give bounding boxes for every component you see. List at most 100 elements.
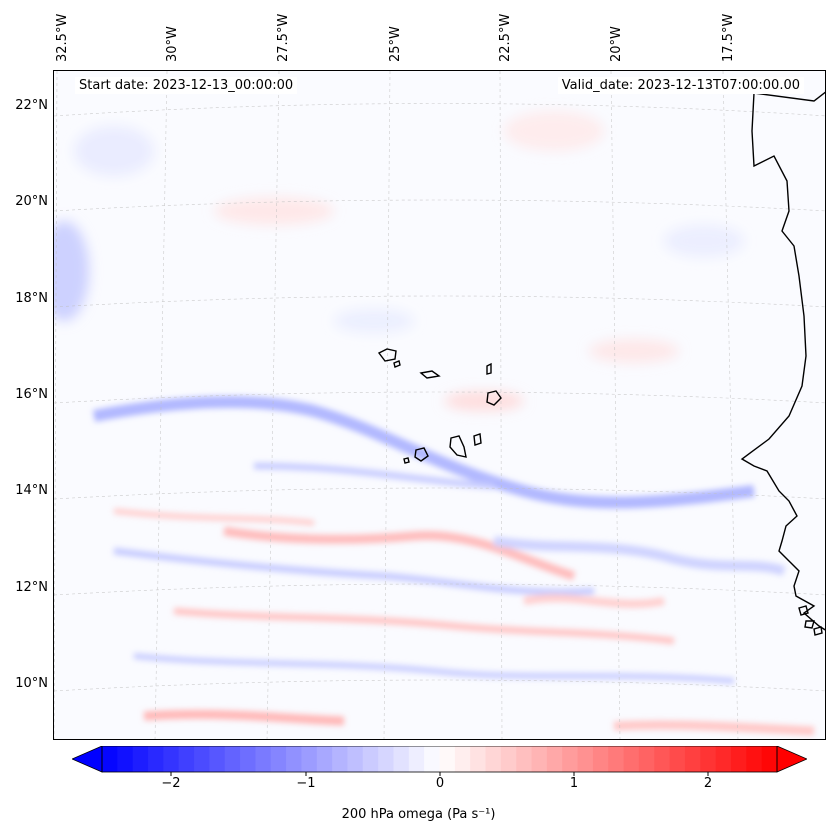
island-sao-vicente [393, 360, 401, 368]
coastline [377, 91, 825, 636]
lon-label-32-5w: 32.5°W [55, 13, 70, 62]
positive-omega-band [223, 526, 576, 581]
colorbar-segment [347, 746, 364, 772]
lon-label-20w: 20°W [609, 26, 624, 62]
colorbar-segment [301, 746, 318, 772]
colorbar-segment [746, 746, 763, 772]
island-santiago [449, 435, 467, 458]
island-sal [486, 362, 492, 375]
field-blob [214, 197, 334, 225]
colorbar-segment [715, 746, 732, 772]
positive-omega-band [113, 508, 315, 526]
colorbar-tick-neg2: −2 [161, 776, 181, 791]
colorbar-segment [132, 746, 149, 772]
negative-omega-band [113, 547, 595, 596]
colorbar-segment [117, 746, 134, 772]
lat-label-14n: 14°N [15, 483, 48, 498]
bissagos-islands [798, 605, 823, 636]
colorbar-segment [209, 746, 226, 772]
valid-date-label: Valid_date: 2023-12-13T07:00:00.00 [557, 77, 804, 94]
lon-label-25w: 25°W [388, 26, 403, 62]
colorbar-segment [592, 746, 609, 772]
colorbar-arrow-right [776, 746, 807, 773]
colorbar-segment [408, 746, 425, 772]
colorbar-tick-1: 1 [569, 776, 579, 791]
colorbar-segment [577, 746, 594, 772]
colorbar-segment [669, 746, 686, 772]
island-brava [403, 457, 410, 464]
colorbar-segment [516, 746, 533, 772]
lon-label-17-5w: 17.5°W [721, 13, 736, 62]
colorbar-segment [240, 746, 256, 772]
omega-bands [92, 395, 815, 736]
island-maio [473, 433, 482, 446]
colorbar-segment [332, 746, 348, 772]
colorbar-segment [424, 746, 440, 772]
colorbar-segment [500, 746, 517, 772]
map-panel [53, 70, 826, 740]
colorbar [72, 746, 807, 776]
colorbar-segment [654, 746, 671, 772]
start-date-label: Start date: 2023-12-13_00:00:00 [75, 77, 298, 94]
negative-omega-band [493, 536, 786, 576]
field-blob [54, 221, 89, 321]
lat-label-18n: 18°N [15, 291, 48, 306]
lat-label-16n: 16°N [15, 387, 48, 402]
colorbar-segment [148, 746, 164, 772]
colorbar-segment [454, 746, 471, 772]
island-fogo [414, 447, 429, 462]
positive-omega-band [613, 720, 815, 736]
colorbar-segment [546, 746, 563, 772]
colorbar-segment [316, 746, 333, 772]
africa-coastline [740, 91, 825, 631]
colorbar-segment [255, 746, 272, 772]
positive-omega-band [173, 607, 675, 645]
field-blob [444, 391, 524, 411]
colorbar-segment [470, 746, 487, 772]
lon-label-30w: 30°W [165, 26, 180, 62]
colorbar-segment [378, 746, 394, 772]
lat-label-20n: 20°N [15, 194, 48, 209]
colorbar-segment [730, 746, 747, 772]
colorbar-segment [485, 746, 502, 772]
colorbar-segments [102, 746, 778, 772]
colorbar-segment [393, 746, 410, 772]
colorbar-segment [194, 746, 210, 772]
field-blob [74, 126, 154, 176]
colorbar-segment [178, 746, 195, 772]
field-blob [334, 309, 414, 333]
colorbar-segment [224, 746, 241, 772]
negative-omega-band [92, 395, 755, 509]
colorbar-segment [608, 746, 625, 772]
colorbar-segment [163, 746, 180, 772]
colorbar-arrow-left [72, 746, 103, 773]
colorbar-segment [102, 746, 118, 772]
lat-label-12n: 12°N [15, 580, 48, 595]
negative-omega-band [133, 653, 735, 684]
island-santo-antao [377, 348, 397, 362]
field-blob [589, 339, 679, 363]
field-blob [664, 225, 744, 257]
colorbar-tick-neg1: −1 [296, 776, 316, 791]
colorbar-segment [684, 746, 701, 772]
field-blob [504, 111, 604, 151]
colorbar-segment [362, 746, 379, 772]
omega-field-blobs [54, 111, 744, 411]
colorbar-segment [638, 746, 655, 772]
colorbar-segment [270, 746, 287, 772]
colorbar-segment [439, 746, 456, 772]
colorbar-segment [761, 746, 778, 772]
colorbar-segment [562, 746, 579, 772]
island-boa-vista [486, 390, 502, 406]
island-sao-nicolau [419, 370, 441, 379]
positive-omega-band [143, 709, 345, 726]
lon-label-27-5w: 27.5°W [276, 13, 291, 62]
colorbar-segment [286, 746, 302, 772]
negative-omega-band [253, 462, 495, 490]
lon-label-22-5w: 22.5°W [498, 13, 513, 62]
colorbar-tick-0: 0 [435, 776, 445, 791]
colorbar-segment [623, 746, 640, 772]
positive-omega-band [523, 594, 665, 608]
colorbar-segment [700, 746, 717, 772]
omega-field-map [54, 71, 825, 739]
